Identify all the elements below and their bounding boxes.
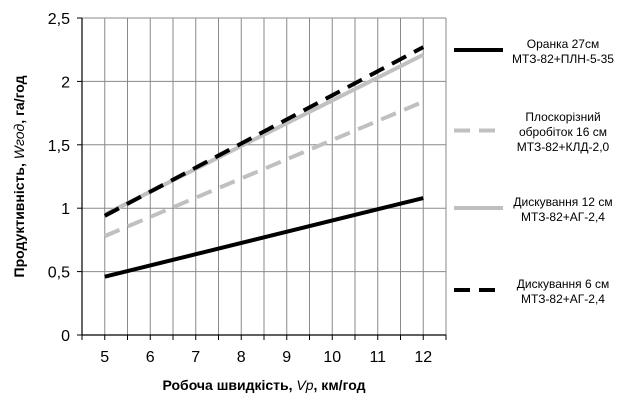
series-lines [103,45,425,279]
x-tick-label: 12 [414,349,432,366]
x-axis-title: Робоча швидкість, Vp, км/год [163,377,366,393]
y-axis-title: Продуктивність, Wгод, га/год [11,75,27,277]
legend-label-3: Дискування 12 см МТЗ-82+АГ-2,4 [513,195,612,224]
x-tick-label: 5 [100,349,109,366]
series-line-2 [103,99,425,238]
y-tick-label: 1,5 [48,138,70,155]
series-line-4 [103,45,425,218]
y-tick-label: 0,5 [48,265,70,282]
legend-label-4: Дискування 6 см МТЗ-82+АГ-2,4 [517,277,609,306]
y-tick-label: 2 [61,74,70,91]
legend: Оранка 27см МТЗ-82+ПЛН-5-35 Плоскорізний об… [454,37,614,306]
x-tick-label: 7 [191,349,200,366]
x-tick-label: 11 [369,349,386,366]
series-line-1 [104,196,424,279]
x-tick-label: 6 [146,349,155,366]
x-tick-label: 8 [237,349,246,366]
x-tick-label: 9 [282,349,291,366]
legend-label-2: Плоскорізний обробіток 16 см МТЗ-82+КЛД-2,… [517,110,610,154]
y-tick-label: 0 [61,328,70,345]
y-tick-label: 2,5 [48,11,70,28]
x-tick-label: 10 [323,349,341,366]
legend-label-1: Оранка 27см МТЗ-82+ПЛН-5-35 [512,37,614,66]
grid [81,17,447,336]
y-tick-label: 1 [61,201,70,218]
tick-labels: 5 6 7 8 9 10 11 12 0 0,5 1 1,5 2 2,5 [48,11,433,366]
axes [77,17,447,340]
